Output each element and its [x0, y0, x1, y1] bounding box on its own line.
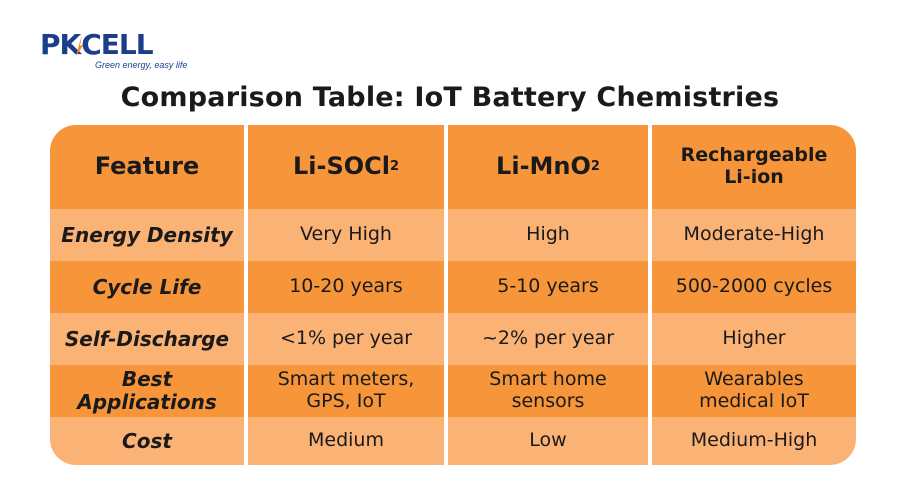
table-row-feature: Self-Discharge — [50, 313, 248, 365]
pkcell-logo: PK CELL Green energy, easy life — [40, 28, 200, 78]
header-li-socl2: Li-SOCl 2 — [248, 125, 448, 209]
page-title: Comparison Table: IoT Battery Chemistrie… — [120, 82, 780, 113]
table-cell: Medium — [248, 417, 448, 465]
header-li-ion: Rechargeable Li-ion — [652, 125, 856, 209]
logo-wordmark: PK CELL — [40, 28, 154, 61]
table-cell: ~2% per year — [448, 313, 652, 365]
table-cell: Low — [448, 417, 652, 465]
header-li-socl2-subscript: 2 — [389, 158, 400, 174]
table-cell: <1% per year — [248, 313, 448, 365]
table-cell: Medium-High — [652, 417, 856, 465]
header-feature-label: Feature — [94, 152, 200, 181]
header-li-socl2-label: Li-SOCl — [292, 152, 390, 181]
table-row-feature: Cost — [50, 417, 248, 465]
header-feature: Feature — [50, 125, 248, 209]
header-li-mno2-subscript: 2 — [590, 158, 600, 174]
logo-tagline: Green energy, easy life — [95, 60, 188, 70]
table-cell: High — [448, 209, 652, 261]
table-row-feature: Best Applications — [50, 365, 248, 417]
table-cell: Smart home sensors — [448, 365, 652, 417]
table-row-feature: Cycle Life — [50, 261, 248, 313]
header-li-ion-label: Rechargeable Li-ion — [680, 144, 828, 188]
logo-swoosh-icon — [76, 33, 85, 56]
table-cell: 500-2000 cycles — [652, 261, 856, 313]
table-cell: Moderate-High — [652, 209, 856, 261]
logo-text-cell: CELL — [81, 28, 153, 61]
table-row-feature: Energy Density — [50, 209, 248, 261]
logo-text-pk: PK — [40, 28, 81, 61]
table-cell: 5-10 years — [448, 261, 652, 313]
table-cell: 10-20 years — [248, 261, 448, 313]
table-cell: Very High — [248, 209, 448, 261]
header-li-mno2-label: Li-MnO — [496, 152, 591, 181]
comparison-table: Feature Li-SOCl 2 Li-MnO 2 Rechargeable Li… — [50, 125, 856, 465]
table-cell: Smart meters, GPS, IoT — [248, 365, 448, 417]
header-li-mno2: Li-MnO 2 — [448, 125, 652, 209]
table-cell: Wearables medical IoT — [652, 365, 856, 417]
table-cell: Higher — [652, 313, 856, 365]
